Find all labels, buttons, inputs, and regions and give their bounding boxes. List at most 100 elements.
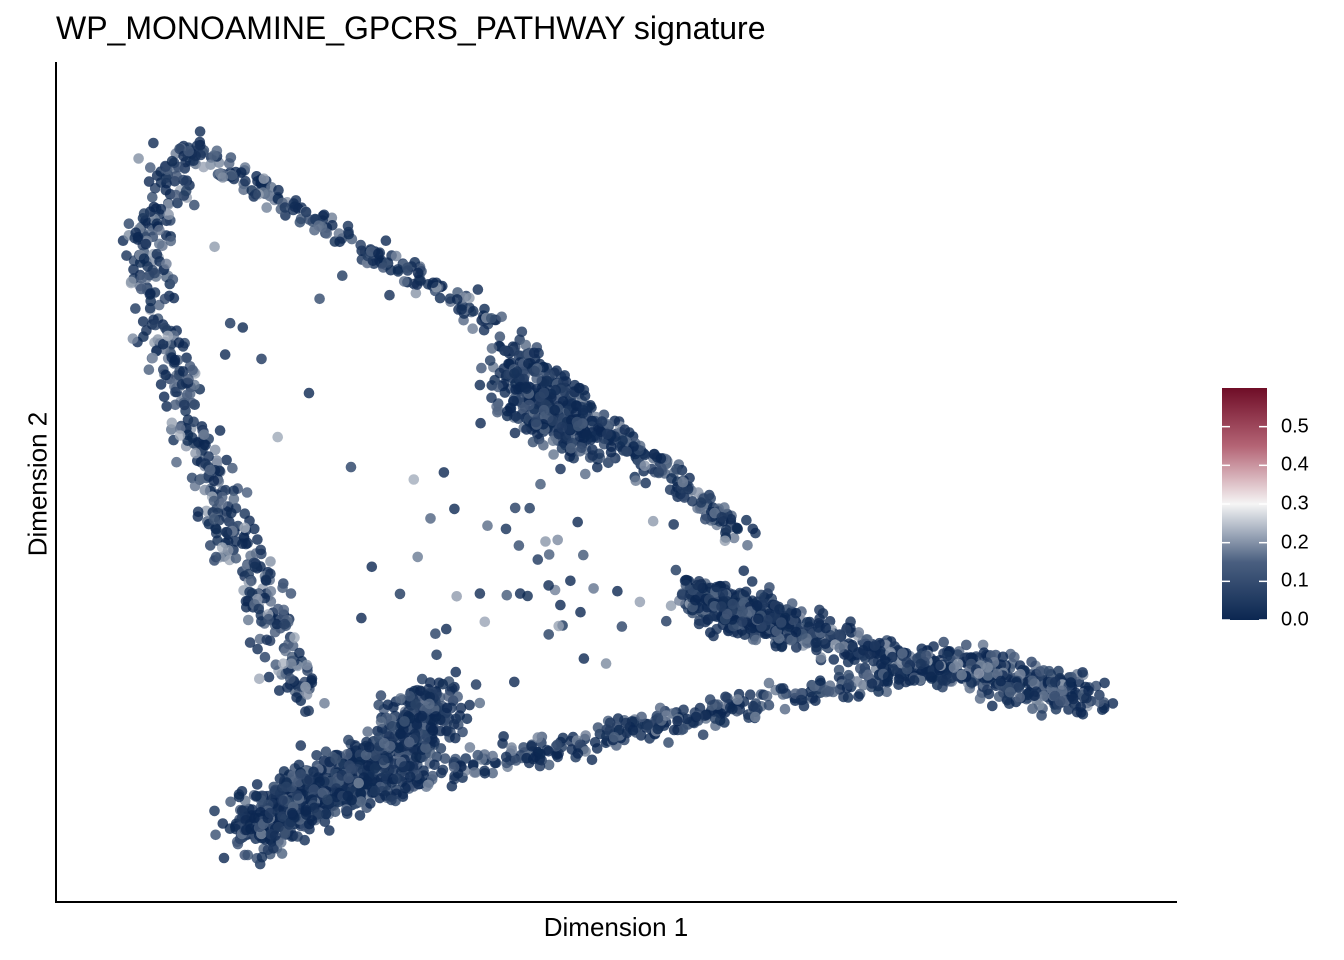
data-point [184,388,196,400]
data-point [288,198,300,209]
data-point [678,704,689,716]
data-point [925,671,937,683]
data-point [449,503,460,515]
data-point [230,536,242,547]
data-point [487,767,499,779]
data-point [634,596,646,608]
data-point [753,613,764,625]
data-point [294,647,305,659]
data-point [608,732,620,743]
colorbar-tick-label: 0.0 [1281,608,1309,631]
data-point [258,173,270,184]
data-point [324,825,335,836]
data-point [182,429,194,441]
data-point [559,386,571,398]
data-point [404,736,415,748]
data-point [271,618,283,630]
data-point [881,686,892,698]
data-point [355,787,366,799]
data-point [586,754,598,766]
data-point [443,691,454,702]
data-point [386,794,397,806]
data-point [154,238,165,250]
data-point [532,732,544,743]
data-point [677,476,689,488]
data-point [588,583,599,594]
data-point [538,440,549,451]
data-point [668,724,680,736]
data-point [587,415,598,427]
data-point [520,339,532,351]
data-point [1029,690,1040,702]
data-point [873,686,884,697]
data-point [746,576,758,587]
data-point [543,629,554,640]
data-point [580,730,591,741]
data-point [500,523,512,535]
data-point [208,514,220,525]
data-point [900,676,912,688]
data-point [540,536,551,547]
data-point [138,208,150,219]
data-point [1013,682,1025,693]
data-point [311,750,322,761]
data-point [549,404,561,416]
data-point [814,604,825,616]
data-point [166,417,178,429]
data-point [474,697,486,709]
data-point [282,682,293,693]
data-point [408,474,420,485]
data-point [847,642,858,653]
data-point [233,791,245,803]
data-point [527,436,539,448]
data-point [241,824,252,836]
data-point [745,689,756,700]
data-point [204,464,216,476]
data-point [501,589,513,601]
data-point [617,435,628,446]
data-point [395,693,406,704]
data-point [524,399,535,411]
data-point [527,753,539,765]
data-point [572,748,584,759]
data-point [392,773,403,784]
data-point [612,585,623,597]
data-point [640,477,651,489]
data-point [983,688,995,700]
data-point [199,484,211,496]
data-point [468,305,479,317]
data-point [244,637,256,648]
data-point [327,220,338,231]
data-point [982,662,993,673]
data-point [619,424,631,436]
data-point [441,702,453,714]
data-point [509,427,521,439]
data-point [576,442,587,454]
data-point [486,313,497,324]
data-point [394,588,406,600]
data-point [697,729,709,741]
data-point [300,706,311,717]
data-point [451,591,463,602]
data-point [219,349,231,360]
data-point [249,523,260,535]
data-point [790,607,802,619]
data-point [425,747,436,759]
chart-title: WP_MONOAMINE_GPCRS_PATHWAY signature [56,10,766,46]
data-point [580,468,591,480]
data-point [692,579,703,591]
data-point [556,443,568,454]
data-point [165,235,177,247]
data-point [249,561,261,573]
data-point [464,699,475,711]
data-point [719,535,731,547]
data-point [747,523,759,535]
data-point [455,702,467,714]
data-point [265,568,276,580]
data-point [239,522,250,534]
data-point [251,779,263,790]
data-point [149,267,160,279]
data-point [1090,680,1102,692]
data-point [823,686,835,697]
data-point [452,691,464,702]
